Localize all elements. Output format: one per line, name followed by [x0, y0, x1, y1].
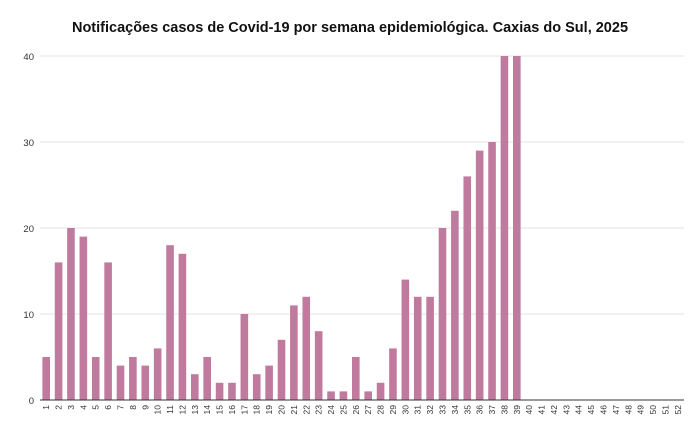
x-tick-label: 35 [462, 405, 472, 415]
bar [475, 150, 484, 400]
x-tick-label: 7 [116, 405, 126, 410]
x-tick-label: 38 [499, 405, 509, 415]
x-tick-label: 4 [78, 405, 88, 410]
x-tick-label: 11 [165, 405, 175, 414]
x-tick-label: 15 [215, 405, 225, 415]
x-tick-label: 23 [314, 405, 324, 415]
x-tick-label: 50 [648, 405, 658, 415]
bar [141, 365, 150, 400]
x-tick-label: 21 [289, 405, 299, 415]
bar [129, 357, 137, 400]
bar [376, 382, 385, 400]
x-tick-label: 41 [537, 405, 547, 415]
x-tick-label: 17 [239, 405, 249, 415]
bar [79, 236, 88, 400]
x-tick-label: 45 [586, 405, 596, 415]
x-tick-label: 49 [636, 405, 646, 415]
x-tick-label: 10 [153, 405, 163, 415]
x-tick-label: 34 [450, 405, 460, 415]
x-tick-label: 8 [128, 405, 138, 410]
x-tick-label: 5 [91, 405, 101, 410]
bar [191, 374, 199, 400]
bar [327, 391, 335, 400]
bar [426, 296, 434, 400]
bar [438, 228, 447, 400]
x-tick-label: 36 [475, 405, 485, 415]
x-tick-label: 31 [413, 405, 423, 415]
bar [401, 279, 410, 400]
x-tick-label: 12 [177, 405, 187, 415]
x-tick-label: 40 [524, 405, 534, 415]
bar [389, 348, 397, 400]
x-tick-label: 43 [561, 405, 571, 415]
bar [352, 357, 360, 400]
bar [252, 374, 261, 400]
bar [265, 365, 273, 400]
bar [500, 56, 509, 400]
x-tick-label: 29 [388, 405, 398, 415]
bar [314, 331, 323, 400]
x-tick-label: 37 [487, 405, 497, 415]
x-tick-label: 27 [363, 405, 373, 415]
bar [277, 339, 286, 400]
x-tick-label: 33 [438, 405, 448, 415]
bar [463, 176, 472, 400]
bar [413, 296, 422, 400]
bar [339, 391, 348, 400]
x-tick-label: 39 [512, 405, 522, 415]
bar [240, 314, 249, 400]
x-tick-label: 2 [54, 405, 64, 410]
bar [104, 262, 112, 400]
x-tick-label: 52 [673, 405, 683, 415]
bar [116, 365, 125, 400]
bar [42, 357, 50, 400]
bar [178, 253, 187, 400]
bar [364, 391, 372, 400]
y-tick-label: 30 [23, 138, 34, 149]
bar [215, 382, 224, 400]
x-tick-label: 24 [326, 405, 336, 415]
bar [67, 228, 75, 400]
bar [203, 357, 211, 400]
x-tick-label: 46 [599, 405, 609, 415]
x-tick-label: 13 [190, 405, 200, 415]
bar [91, 357, 100, 400]
x-tick-label: 48 [623, 405, 633, 415]
x-tick-label: 16 [227, 405, 237, 415]
x-tick-label: 9 [140, 405, 150, 410]
chart-title: Notificações casos de Covid-19 por seman… [71, 20, 629, 36]
x-tick-label: 30 [400, 405, 410, 415]
x-tick-label: 20 [277, 405, 287, 415]
x-tick-label: 47 [611, 405, 621, 415]
y-tick-label: 0 [29, 396, 34, 407]
x-tick-label: 42 [549, 405, 559, 415]
x-tick-label: 28 [376, 405, 386, 415]
x-tick-label: 25 [338, 405, 348, 415]
x-tick-label: 6 [103, 405, 113, 410]
y-tick-label: 20 [23, 224, 34, 235]
x-tick-label: 32 [425, 405, 435, 415]
bar [451, 210, 459, 400]
bar [513, 56, 521, 400]
bar [166, 245, 174, 400]
bar [302, 296, 311, 400]
bar [54, 262, 63, 400]
bar [228, 382, 236, 400]
bar [153, 348, 162, 400]
x-tick-label: 3 [66, 405, 76, 410]
x-tick-label: 1 [41, 405, 51, 410]
y-tick-label: 10 [23, 310, 34, 321]
x-tick-label: 19 [264, 405, 274, 415]
x-tick-label: 18 [252, 405, 262, 415]
x-tick-label: 44 [574, 405, 584, 415]
bar [488, 142, 496, 400]
bar [290, 305, 298, 400]
y-tick-label: 40 [23, 52, 34, 63]
x-tick-label: 26 [351, 405, 361, 415]
x-tick-label: 51 [660, 405, 670, 415]
x-tick-label: 22 [301, 405, 311, 415]
x-tick-label: 14 [202, 405, 212, 415]
